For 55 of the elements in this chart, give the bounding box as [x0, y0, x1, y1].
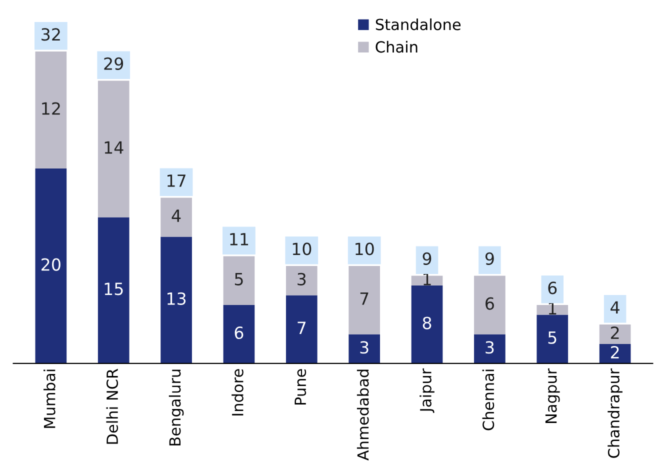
x-tick-label: Delhi NCR [106, 368, 118, 444]
data-label: 8 [422, 316, 432, 330]
x-tick-label: Ahmedabad [356, 370, 369, 460]
x-tick-label: Nagpur [545, 368, 560, 423]
bar [223, 256, 255, 305]
x-tick-label: Chennai [482, 370, 494, 430]
total-label: 32 [42, 28, 60, 41]
data-label: 6 [234, 326, 244, 340]
data-label: 3 [298, 272, 306, 286]
bar [411, 276, 443, 286]
data-label: 7 [298, 322, 306, 334]
data-label: 20 [42, 258, 60, 271]
bar [411, 285, 443, 364]
data-label: 15 [104, 282, 123, 296]
total-label: 17 [168, 174, 186, 187]
total-label: 4 [610, 301, 620, 314]
data-label: 5 [234, 273, 243, 286]
x-tick-label: Pune [294, 369, 306, 405]
data-label: 13 [168, 292, 186, 305]
x-tick-label: Chandrapur [608, 368, 622, 458]
x-tick-label: Indore [232, 369, 244, 416]
total-label: 6 [548, 282, 557, 294]
bar [160, 198, 192, 237]
x-tick-label: Jaipur [420, 368, 434, 413]
bar [98, 80, 130, 218]
bar [98, 217, 130, 364]
bar [35, 168, 67, 364]
bar [286, 295, 318, 364]
data-label: 7 [360, 292, 368, 305]
bar [599, 344, 631, 364]
data-label: 3 [486, 341, 494, 354]
data-label: 14 [104, 141, 124, 154]
data-label: 12 [42, 102, 60, 115]
data-label: 2 [610, 346, 619, 358]
data-label: 2 [610, 326, 619, 339]
total-label: 9 [422, 252, 432, 265]
total-label: 10 [356, 242, 374, 256]
data-label: 3 [360, 341, 368, 354]
bar [536, 314, 568, 364]
data-label: 6 [486, 297, 494, 310]
legend-label: Standalone [376, 18, 461, 30]
bar [474, 276, 506, 334]
x-tick-label: Mumbai [44, 370, 56, 428]
bar [223, 304, 255, 364]
data-label: 4 [172, 210, 181, 222]
total-label: 9 [485, 252, 494, 265]
x-tick-label: Bengaluru [168, 370, 184, 446]
total-label: 29 [104, 57, 124, 70]
total-label: 11 [230, 233, 248, 246]
data-label: 5 [548, 332, 556, 344]
total-label: 10 [292, 242, 312, 256]
bar [160, 236, 192, 364]
legend-label: Chain [376, 40, 418, 53]
bar [348, 334, 380, 364]
bar [474, 334, 506, 364]
